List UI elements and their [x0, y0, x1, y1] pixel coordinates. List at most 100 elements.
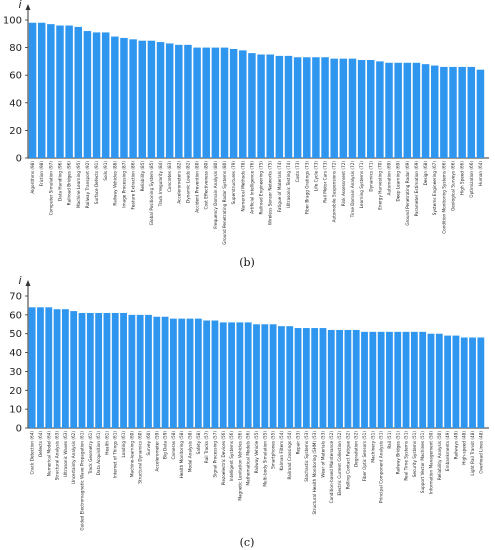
- category-label-b: Machine Learning (95): [76, 161, 81, 208]
- bar-b-24: [239, 50, 247, 158]
- category-label-c: Repair (53): [296, 431, 301, 455]
- category-label-b: Track Irregularity (84): [158, 161, 163, 208]
- category-label-c: Health Monitoring (58): [179, 431, 184, 479]
- y-axis-arrow-c: [25, 280, 31, 286]
- bar-b-11: [120, 37, 128, 158]
- y-tick-label-b: 40: [9, 98, 22, 109]
- bar-c-44: [386, 331, 393, 428]
- bar-c-12: [120, 312, 127, 428]
- y-tick-label-b: 60: [9, 71, 22, 82]
- bar-c-29: [261, 324, 269, 428]
- category-label-c: Rail (51): [387, 431, 392, 449]
- bar-c-45: [394, 331, 402, 428]
- bar-c-20: [186, 318, 194, 428]
- category-label-b: Parameter Estimation (69): [414, 161, 419, 217]
- bar-b-49: [467, 66, 476, 158]
- category-label-b: Cost Effectiveness (80): [204, 161, 209, 210]
- category-label-c: Electric Current Collection (52): [337, 431, 342, 496]
- bar-c-16: [153, 316, 161, 428]
- category-label-b: Numerical Methods (78): [240, 161, 245, 212]
- bar-c-42: [369, 331, 377, 428]
- bar-c-40: [352, 329, 360, 428]
- bar-b-5: [65, 25, 73, 158]
- category-label-c: High-speed (48): [462, 431, 467, 465]
- category-label-b: Image Processing (87): [121, 161, 126, 208]
- category-label-b: Time Domain Analysis (72): [350, 161, 355, 219]
- chart-panel-c: (c) 0 10 20 30 40 50 60 70 i Crack Detection (64)…: [9, 274, 489, 549]
- y-tick-label-b: 100: [3, 16, 22, 27]
- y-axis-label-b: i: [18, 0, 21, 11]
- bar-b-47: [449, 66, 457, 158]
- bar-b-22: [220, 47, 229, 158]
- bar-c-17: [161, 316, 169, 428]
- category-label-c: Modal Analysis (58): [188, 431, 193, 472]
- category-label-b: Deep Learning (69): [396, 161, 401, 202]
- category-label-c: Rolling Contact Fatigue (52): [345, 431, 350, 490]
- category-label-c: Wear of Materials (53): [320, 431, 325, 478]
- category-label-c: Defects (64): [38, 431, 43, 457]
- bar-c-34: [302, 328, 310, 428]
- category-label-c: Cameras (58): [171, 431, 176, 460]
- category-label-b: Artificial Intelligence (76): [249, 161, 254, 214]
- bar-c-21: [194, 318, 202, 428]
- category-label-c: Principal Component Analysis (51): [379, 431, 384, 503]
- bar-c-36: [319, 328, 327, 428]
- bar-b-45: [430, 65, 439, 158]
- category-label-c: Piezoelectric Devices (56): [221, 431, 226, 486]
- category-label-c: Track Geometry (61): [88, 431, 93, 475]
- bar-b-35: [339, 58, 348, 158]
- bar-b-16: [165, 43, 174, 158]
- category-label-c: Big Data (59): [163, 431, 168, 459]
- category-label-c: Kalman Filters (54): [279, 431, 284, 471]
- category-label-c: Accelerometer (59): [154, 431, 159, 472]
- category-label-b: Fiber Bragg Gratings (73): [304, 161, 309, 214]
- y-tick-label-c: 50: [9, 329, 22, 340]
- bar-c-30: [269, 324, 277, 428]
- y-tick-label-c: 60: [9, 310, 22, 321]
- bar-b-28: [275, 55, 284, 158]
- category-label-b: Railroad Bridges (96): [67, 161, 72, 206]
- category-label-b: Systems Engineering (67): [432, 161, 437, 216]
- bar-c-37: [327, 329, 335, 428]
- category-label-b: Frequency Domain Analysis (80): [213, 161, 218, 229]
- bar-b-6: [74, 26, 83, 159]
- y-tick-label-c: 10: [9, 405, 22, 416]
- category-label-b: Superstructures (79): [231, 161, 236, 205]
- y-tick-label-c: 20: [9, 386, 22, 397]
- category-label-b: Ground Penetrating Radar (69): [405, 161, 410, 226]
- category-label-c: Numerical Model (64): [46, 431, 51, 477]
- category-label-c: Light Rail Transit (48): [470, 431, 475, 476]
- category-label-c: Railroad Crossings (54): [287, 431, 292, 480]
- category-label-b: Dynamic Loads (82): [185, 161, 190, 203]
- category-label-c: Support Vector Machines (51): [420, 431, 425, 494]
- category-label-b: Computer Simulation (97): [48, 161, 53, 216]
- category-label-c: Guided Electromagnetic Wave Propagation …: [80, 431, 85, 531]
- bar-c-32: [286, 326, 294, 428]
- bar-c-3: [45, 307, 53, 428]
- bar-b-29: [284, 55, 293, 158]
- bar-b-2: [37, 22, 46, 159]
- category-label-b: Railroad Engineering (75): [259, 161, 264, 215]
- category-label-b: Optimization (66): [469, 161, 474, 198]
- bar-b-20: [202, 47, 210, 158]
- bar-b-17: [175, 44, 183, 159]
- bar-b-27: [266, 54, 274, 158]
- category-label-b: Wireless Sensor Networks (75): [268, 161, 273, 225]
- category-label-b: Algorithms (98): [30, 161, 35, 194]
- category-label-c: Crack Detection (64): [30, 431, 35, 475]
- bar-b-34: [330, 58, 338, 158]
- panel-label-b: (b): [239, 256, 255, 269]
- bar-b-19: [193, 47, 201, 158]
- chart-panel-b: (b) 0 20 40 60 80 100 i Algorithms (98) Friction…: [3, 0, 489, 269]
- category-label-b: Accelerometers (82): [176, 161, 181, 204]
- y-axis-label-c: i: [18, 274, 21, 287]
- bar-b-1: [28, 22, 37, 159]
- bar-c-46: [402, 331, 410, 428]
- category-label-c: Railways (49): [453, 431, 458, 460]
- bar-b-44: [421, 64, 430, 158]
- category-label-c: Loading (61): [121, 431, 126, 458]
- bar-c-4: [53, 309, 61, 428]
- category-label-b: Soils (91): [103, 161, 108, 181]
- category-label-c: Data Acquisition (61): [96, 431, 101, 476]
- category-label-c: Reliability Analysis (50): [437, 431, 442, 480]
